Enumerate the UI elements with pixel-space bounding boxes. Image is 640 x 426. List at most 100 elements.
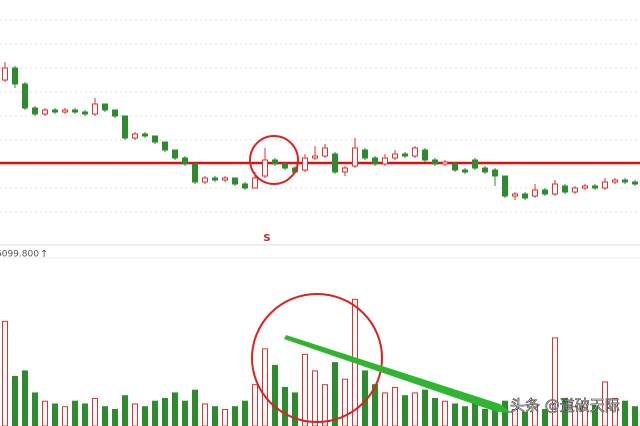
candle-body [212,177,218,181]
volume-bar [142,406,148,426]
candle-body [332,153,338,173]
volume-bar [592,403,598,426]
volume-bar [532,403,538,426]
candle-body [52,109,58,113]
candle-body [562,185,568,193]
volume-bar [112,408,118,426]
candle-body [152,135,158,143]
candle-body [32,107,38,115]
candle-body [442,161,448,165]
candle-body [242,183,248,189]
candle-body [412,147,418,157]
volume-bar [72,400,78,426]
grid [0,19,640,259]
candle-body [472,159,478,169]
volume-bar [182,400,188,426]
candle-body [462,169,468,173]
volume-bar [52,403,58,426]
candle-body [82,111,88,115]
candle-body [492,169,498,177]
volume-bar [452,403,458,426]
volume-bar [422,389,428,426]
volume-scale-label: 6099.800 [0,250,39,260]
volume-bar [82,403,88,426]
candle-body [202,177,208,183]
marks [0,62,640,426]
candle-body [112,109,118,117]
candle-body [432,159,438,165]
volume-bar [392,386,398,426]
volume-bar [22,370,28,426]
candle-body [252,177,258,189]
volume-bar [482,408,488,426]
candle-body [322,147,328,157]
candle-body [552,183,558,195]
volume-bar [342,378,348,426]
candle-body [222,177,228,181]
volume-bar [102,406,108,426]
candle-body [392,153,398,159]
candle-body [42,109,48,115]
volume-bar [622,400,628,426]
candle-body [572,187,578,193]
volume-bar [432,397,438,426]
candle-body [532,189,538,197]
candle-body [92,103,98,115]
volume-bar [602,381,608,426]
scale-arrow: ↑ [40,249,48,260]
candle-body [542,189,548,195]
volume-bar [192,389,198,426]
candle-body [272,159,278,165]
volume-bar [42,400,48,426]
candle-body [142,133,148,137]
volume-bar [202,403,208,426]
candle-body [342,167,348,173]
volume-bar [122,395,128,426]
volume-bar [412,392,418,426]
candle-body [362,149,368,159]
candle-body [72,109,78,113]
candle-body [402,153,408,157]
volume-bar [152,400,158,426]
candle-body [372,157,378,165]
volume-bar [322,384,328,426]
candle-body [132,133,138,139]
volume-bar [552,337,558,426]
candle-body [592,185,598,189]
candle-body [102,103,108,111]
volume-bar [502,400,508,426]
candle-body [632,181,638,185]
volume-bar [162,397,168,426]
candle-body [2,67,8,81]
volume-bar [332,362,338,426]
candle-body [582,185,588,189]
volume-bar [172,392,178,426]
volume-bar [212,406,218,426]
volume-bar [132,403,138,426]
volume-bar [242,400,248,426]
volume-bar [302,353,308,426]
candle-body [12,67,18,85]
volume-bar [632,406,638,426]
volume-bar [402,395,408,426]
candle-body [62,109,68,113]
watermark: 头条 @道破天际 [510,397,620,415]
signal-label: S [263,233,270,244]
candle-body [522,193,528,199]
volume-bar [232,406,238,426]
volume-bar [222,408,228,426]
candle-body [312,155,318,159]
highlight-circle [251,293,383,423]
volume-bar [272,364,278,426]
candle-body [122,115,128,139]
volume-bar [462,406,468,426]
volume-bar [382,392,388,426]
volume-bar [312,370,318,426]
candle-body [172,149,178,159]
volume-bar [2,320,8,426]
volume-bar [62,406,68,426]
volume-bar [582,400,588,426]
candle-body [302,157,308,171]
